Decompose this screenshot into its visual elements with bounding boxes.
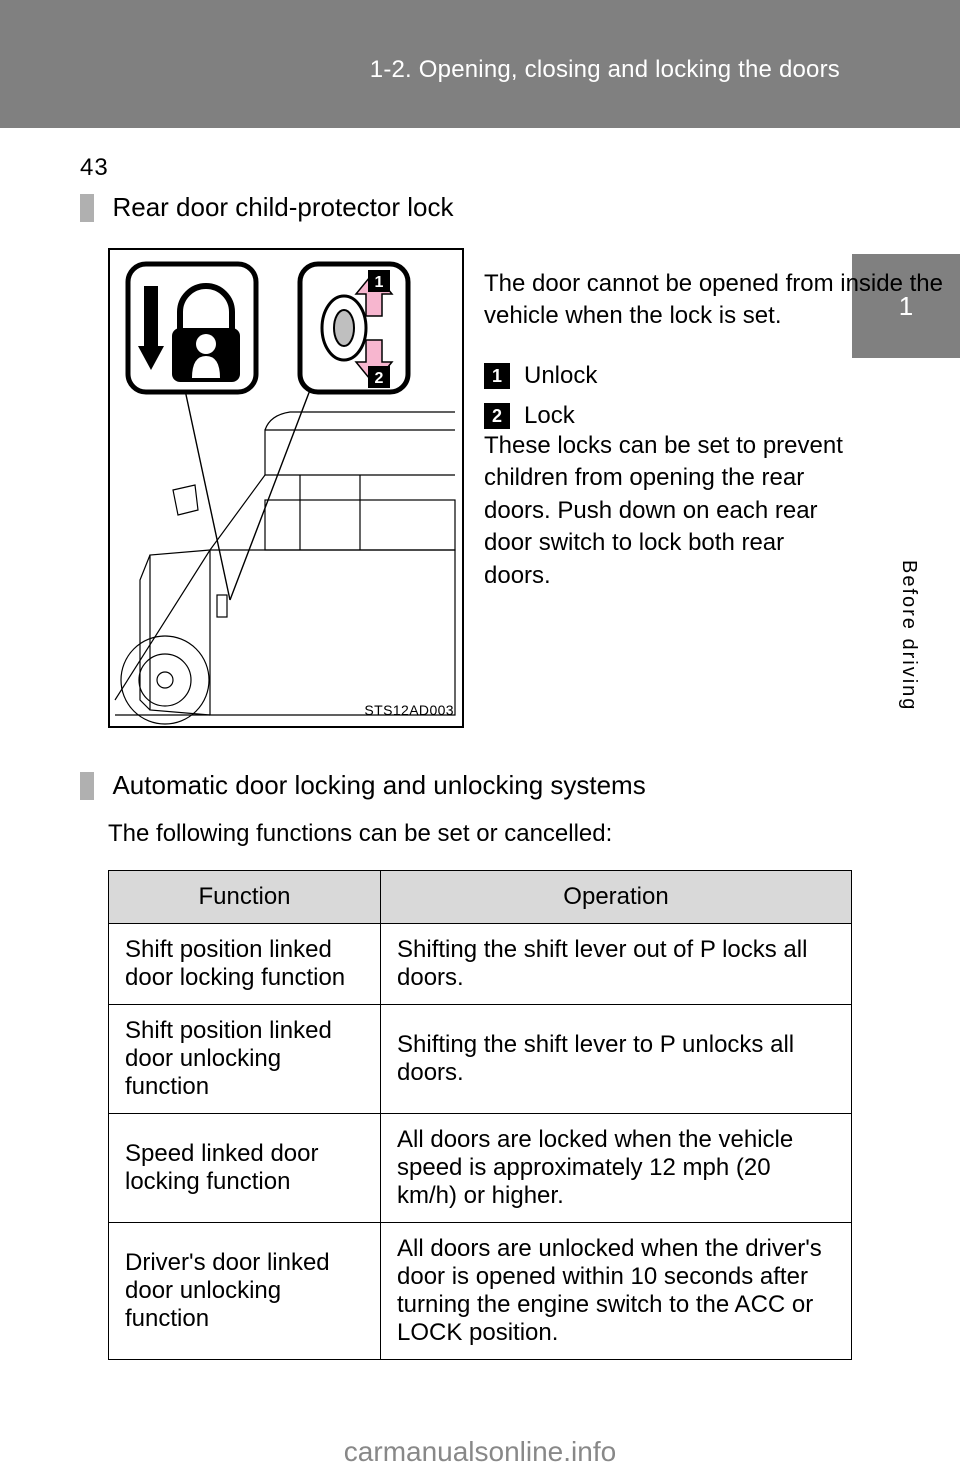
cell-operation: Shifting the shift lever out of P locks …: [381, 924, 852, 1005]
table-row: Driver's door linked door unlocking func…: [109, 1223, 852, 1360]
section2-para: The following functions can be set or ca…: [108, 818, 612, 850]
section-child-lock: Rear door child-protector lock: [80, 192, 454, 223]
badge-1-icon: 1: [484, 363, 510, 389]
section-auto-lock: Automatic door locking and unlocking sys…: [80, 770, 646, 801]
th-function: Function: [109, 871, 381, 924]
header-bar: 1-2. Opening, closing and locking the do…: [0, 0, 960, 128]
figure-callouts: 1 Unlock 2 Lock: [484, 358, 597, 438]
cell-function: Shift position linked door unlocking fun…: [109, 1005, 381, 1114]
page-number: 43: [80, 154, 109, 182]
section-title: Automatic door locking and unlocking sys…: [112, 770, 645, 801]
callout-label: Unlock: [524, 358, 597, 394]
breadcrumb: 1-2. Opening, closing and locking the do…: [370, 56, 840, 84]
chapter-label: Before driving: [897, 560, 920, 711]
table-row: Shift position linked door locking funct…: [109, 924, 852, 1005]
cell-function: Driver's door linked door unlocking func…: [109, 1223, 381, 1360]
figure-intro-text: The door cannot be opened from inside th…: [484, 268, 960, 333]
badge-2-icon: 2: [484, 403, 510, 429]
svg-text:1: 1: [375, 274, 384, 291]
th-operation: Operation: [381, 871, 852, 924]
section-tick-icon: [80, 772, 94, 800]
cell-operation: Shifting the shift lever to P unlocks al…: [381, 1005, 852, 1114]
cell-function: Shift position linked door locking funct…: [109, 924, 381, 1005]
svg-text:2: 2: [375, 370, 384, 387]
callout-row: 1 Unlock: [484, 358, 597, 394]
figure-id: STS12AD003: [364, 702, 454, 718]
cell-operation: All doors are unlocked when the driver's…: [381, 1223, 852, 1360]
section-tick-icon: [80, 194, 94, 222]
callout-row: 2 Lock: [484, 398, 597, 434]
table-header-row: Function Operation: [109, 871, 852, 924]
child-lock-svg: 1 2: [110, 250, 464, 728]
callout-label: Lock: [524, 398, 575, 434]
page: 1-2. Opening, closing and locking the do…: [0, 0, 960, 1484]
child-lock-figure: 1 2 STS12AD003: [108, 248, 464, 728]
figure-note: These locks can be set to prevent childr…: [484, 430, 844, 592]
table-row: Speed linked door locking function All d…: [109, 1114, 852, 1223]
footer-watermark: carmanualsonline.info: [0, 1436, 960, 1468]
cell-operation: All doors are locked when the vehicle sp…: [381, 1114, 852, 1223]
functions-table: Function Operation Shift position linked…: [108, 870, 852, 1360]
table-row: Shift position linked door unlocking fun…: [109, 1005, 852, 1114]
cell-function: Speed linked door locking function: [109, 1114, 381, 1223]
section-title: Rear door child-protector lock: [112, 192, 453, 223]
